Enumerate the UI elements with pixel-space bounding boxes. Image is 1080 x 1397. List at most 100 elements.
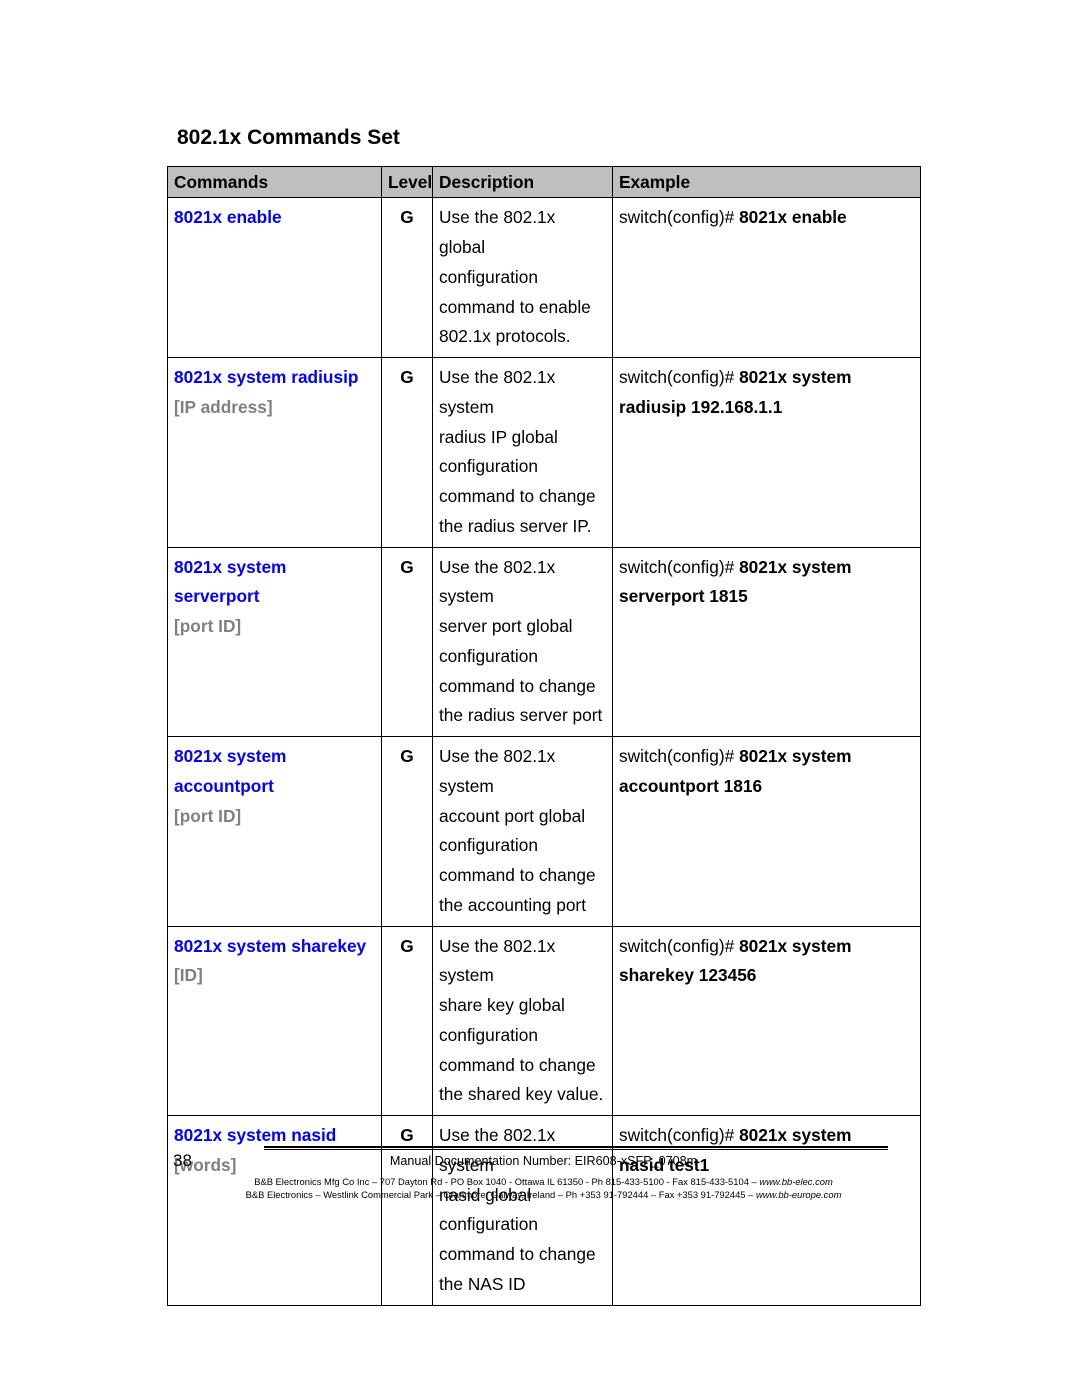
description-line: configuration [439,1210,606,1240]
level-cell: G [382,737,433,927]
command-line: [ID] [174,961,375,991]
example-prefix: switch(config)# [619,746,739,766]
command-keyword: 8021x system nasid [174,1125,336,1145]
command-cell: 8021x system nasid[words] [168,1116,382,1306]
example-command: 8021x system [739,557,851,577]
description-line: command to change [439,861,606,891]
description-line: Use the 802.1x system [439,363,606,423]
command-keyword: 8021x system sharekey [174,936,366,956]
example-line: switch(config)# 8021x system [619,363,914,393]
command-keyword: 8021x system serverport [174,557,286,607]
command-keyword: 8021x system [174,746,286,766]
description-line: configuration [439,831,606,861]
example-command: 8021x system [739,367,851,387]
description-line: the shared key value. [439,1080,606,1110]
command-param: [ID] [174,965,203,985]
description-line: configuration [439,642,606,672]
description-line: command to enable [439,293,606,323]
description-line: Use the 802.1x system [439,742,606,802]
command-line: 8021x system [174,742,375,772]
footer-address-us: B&B Electronics Mfg Co Inc – 707 Dayton … [167,1176,920,1187]
table-row: 8021x system accountport [port ID] GUse the… [168,737,921,927]
description-line: configuration [439,452,606,482]
example-line: accountport 1816 [619,772,914,802]
example-cell: switch(config)# 8021x enable [613,198,921,358]
description-line: account port global [439,802,606,832]
example-cell: switch(config)# 8021x systemsharekey 123… [613,926,921,1116]
section-title: 802.1x Commands Set [177,126,920,150]
footer-us-text: B&B Electronics Mfg Co Inc – 707 Dayton … [254,1176,759,1187]
description-line: 802.1x protocols. [439,322,606,352]
command-line: 8021x system sharekey [174,932,375,962]
command-cell: 8021x system serverport [port ID] [168,547,382,737]
col-description: Description [433,167,613,198]
example-cell: switch(config)# 8021x system radiusip 192… [613,358,921,548]
command-param: [IP address] [174,397,273,417]
command-cell: 8021x system accountport [port ID] [168,737,382,927]
description-line: Use the 802.1x system [439,1121,606,1181]
col-example: Example [613,167,921,198]
example-line: switch(config)# 8021x system [619,553,914,583]
description-cell: Use the 802.1x systemnasid globalconfigu… [433,1116,613,1306]
table-row: 8021x enable GUse the 802.1x globalconfig… [168,198,921,358]
command-param: [port ID] [174,806,241,826]
col-level: Level [382,167,433,198]
command-line: 8021x system radiusip [174,363,375,393]
level-cell: G [382,1116,433,1306]
description-line: server port global [439,612,606,642]
description-line: share key global [439,991,606,1021]
description-cell: Use the 802.1x systemserver port globalc… [433,547,613,737]
example-prefix: switch(config)# [619,936,739,956]
example-line: sharekey 123456 [619,961,914,991]
description-line: configuration [439,1021,606,1051]
example-line: switch(config)# 8021x system [619,932,914,962]
command-cell: 8021x system radiusip [IP address] [168,358,382,548]
example-command: accountport 1816 [619,776,762,796]
description-line: the radius server IP. [439,512,606,542]
command-line: 8021x system serverport [174,553,375,613]
description-line: the NAS ID [439,1270,606,1300]
level-cell: G [382,198,433,358]
table-row: 8021x system serverport [port ID] GUse the… [168,547,921,737]
description-line: configuration [439,263,606,293]
description-cell: Use the 802.1x globalconfigurationcomman… [433,198,613,358]
example-command: 8021x system [739,936,851,956]
example-command: serverport 1815 [619,586,748,606]
description-line: command to change [439,482,606,512]
level-cell: G [382,547,433,737]
example-prefix: switch(config)# [619,1125,739,1145]
example-command: radiusip 192.168.1.1 [619,397,782,417]
col-commands: Commands [168,167,382,198]
example-command: 8021x enable [739,207,847,227]
table-header-row: Commands Level Description Example [168,167,921,198]
command-keyword: 8021x system radiusip [174,367,358,387]
command-param: [port ID] [174,616,241,636]
description-line: command to change [439,1240,606,1270]
example-line: switch(config)# 8021x system [619,742,914,772]
example-command: 8021x system [739,746,851,766]
description-cell: Use the 802.1x systemaccount port global… [433,737,613,927]
commands-table: Commands Level Description Example 8021x… [167,166,921,1306]
example-line: switch(config)# 8021x enable [619,203,914,233]
footer-eu-url: www.bb-europe.com [756,1189,841,1200]
command-keyword: accountport [174,776,274,796]
footer-rule [264,1146,888,1150]
command-line: [port ID] [174,612,375,642]
table-row: 8021x system nasid[words]GUse the 802.1x… [168,1116,921,1306]
description-line: radius IP global [439,423,606,453]
description-line: the radius server port [439,701,606,731]
description-line: Use the 802.1x global [439,203,606,263]
description-cell: Use the 802.1x systemshare key globalcon… [433,926,613,1116]
example-line: radiusip 192.168.1.1 [619,393,914,423]
example-cell: switch(config)# 8021x system accountport … [613,737,921,927]
example-line: serverport 1815 [619,582,914,612]
description-line: the accounting port [439,891,606,921]
description-line: command to change [439,1051,606,1081]
command-keyword: 8021x enable [174,207,282,227]
table-row: 8021x system radiusip[IP address]GUse th… [168,358,921,548]
example-cell: switch(config)# 8021x systemnasid test1 [613,1116,921,1306]
example-command: 8021x system [739,1125,851,1145]
example-prefix: switch(config)# [619,207,739,227]
description-line: Use the 802.1x system [439,553,606,613]
table-row: 8021x system sharekey[ID]GUse the 802.1x… [168,926,921,1116]
